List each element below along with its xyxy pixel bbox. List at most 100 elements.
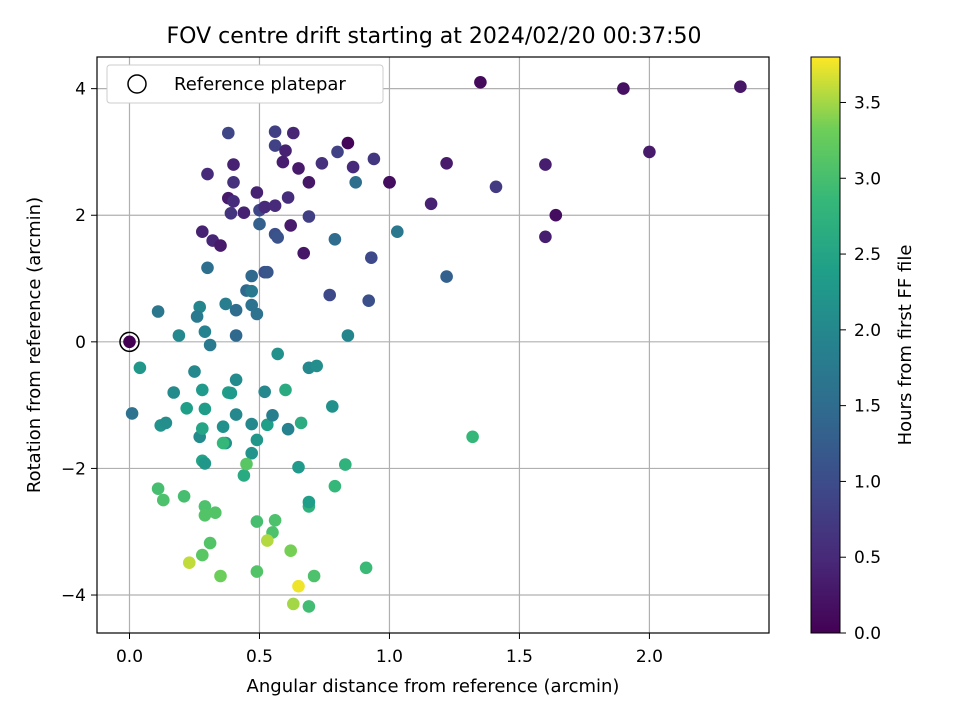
data-point xyxy=(302,210,316,223)
data-point xyxy=(216,436,230,450)
data-point xyxy=(349,176,363,189)
data-point xyxy=(216,420,230,434)
grid xyxy=(97,57,769,633)
data-point xyxy=(359,561,373,575)
data-point xyxy=(229,408,243,421)
data-point xyxy=(227,158,240,171)
data-point xyxy=(268,199,282,212)
colorbar-tick-label: 2.0 xyxy=(854,321,881,341)
data-point xyxy=(268,514,282,527)
plot-frame xyxy=(96,56,770,634)
data-point xyxy=(326,400,339,413)
data-point xyxy=(151,305,165,318)
data-point xyxy=(224,386,238,400)
legend-marker-icon xyxy=(127,74,147,94)
data-point xyxy=(167,386,180,399)
data-point xyxy=(302,176,316,189)
data-point xyxy=(292,162,305,175)
data-point xyxy=(367,152,381,166)
data-point xyxy=(172,329,186,342)
data-point xyxy=(198,402,212,416)
data-point xyxy=(188,365,201,378)
data-point xyxy=(339,458,352,471)
colorbar-gradient xyxy=(810,56,841,634)
data-point xyxy=(323,288,337,302)
data-point xyxy=(297,246,311,260)
data-point xyxy=(271,347,285,361)
x-axis-label: Angular distance from reference (arcmin) xyxy=(247,676,620,697)
data-point xyxy=(159,416,173,430)
data-point xyxy=(209,506,222,519)
colorbar-tick-label: 1.5 xyxy=(854,397,881,417)
data-point xyxy=(549,208,563,222)
data-point xyxy=(279,383,292,397)
data-point xyxy=(261,418,274,432)
data-point xyxy=(237,469,251,482)
data-point xyxy=(424,197,438,211)
data-point xyxy=(196,422,209,435)
data-point xyxy=(222,126,235,140)
chart-title: FOV centre drift starting at 2024/02/20 … xyxy=(167,24,702,49)
data-point xyxy=(237,206,251,219)
data-point xyxy=(302,495,316,509)
data-point xyxy=(261,265,274,279)
data-point xyxy=(440,270,453,283)
colorbar-label: Hours from first FF file xyxy=(895,245,916,446)
data-point xyxy=(279,144,292,157)
data-point xyxy=(240,457,253,471)
data-point xyxy=(268,125,282,138)
y-tick-label: 2 xyxy=(75,206,86,226)
data-point xyxy=(198,509,212,522)
data-point xyxy=(346,160,360,174)
data-point xyxy=(341,136,355,150)
plot-area: 0.0 0.5 1.0 1.5 2.0 −4 −2 0 2 4 xyxy=(61,56,770,667)
data-point xyxy=(271,231,285,244)
data-point xyxy=(250,565,264,578)
data-point xyxy=(196,383,209,397)
colorbar-tick-label: 0.0 xyxy=(854,624,881,644)
data-point xyxy=(302,600,316,613)
y-tick-label: −4 xyxy=(61,586,86,606)
colorbar-tick-label: 1.0 xyxy=(854,472,881,492)
x-tick-label: 2.0 xyxy=(636,647,663,667)
data-point xyxy=(287,126,300,140)
data-point xyxy=(276,155,290,169)
data-point xyxy=(245,284,258,298)
data-point xyxy=(201,167,214,181)
data-point xyxy=(315,157,329,170)
data-point xyxy=(643,145,656,159)
data-point xyxy=(292,460,305,474)
data-point xyxy=(229,329,243,342)
data-point xyxy=(250,433,264,447)
colorbar-tick-label: 3.0 xyxy=(854,169,881,189)
y-tick-label: −2 xyxy=(61,459,86,479)
y-tick-label: 4 xyxy=(75,80,86,100)
x-tick-label: 0.0 xyxy=(116,647,143,667)
legend: Reference platepar xyxy=(106,64,384,104)
x-tick-label: 0.5 xyxy=(246,647,273,667)
data-point xyxy=(310,359,324,373)
data-point xyxy=(229,373,243,387)
data-point xyxy=(341,329,355,342)
data-point xyxy=(250,515,264,528)
data-point xyxy=(307,569,321,583)
data-point xyxy=(224,207,238,220)
colorbar-tick-label: 2.5 xyxy=(854,245,881,265)
data-point xyxy=(539,158,552,171)
y-tick-label: 0 xyxy=(75,333,86,353)
data-point xyxy=(198,500,212,513)
reference-platepar-marker xyxy=(119,331,140,353)
data-point xyxy=(365,251,378,264)
data-point xyxy=(474,76,487,89)
colorbar-tick-label: 0.5 xyxy=(854,548,881,568)
data-point xyxy=(331,145,344,159)
legend-box xyxy=(106,64,384,104)
data-point xyxy=(245,269,258,283)
data-point xyxy=(229,303,243,317)
y-axis-label: Rotation from reference (arcmin) xyxy=(24,197,45,493)
data-point xyxy=(539,230,552,244)
colorbar-ticks: 0.0 0.5 1.0 1.5 2.0 2.5 3.0 3.5 xyxy=(840,93,881,644)
data-point xyxy=(125,407,139,420)
data-point xyxy=(214,239,227,252)
